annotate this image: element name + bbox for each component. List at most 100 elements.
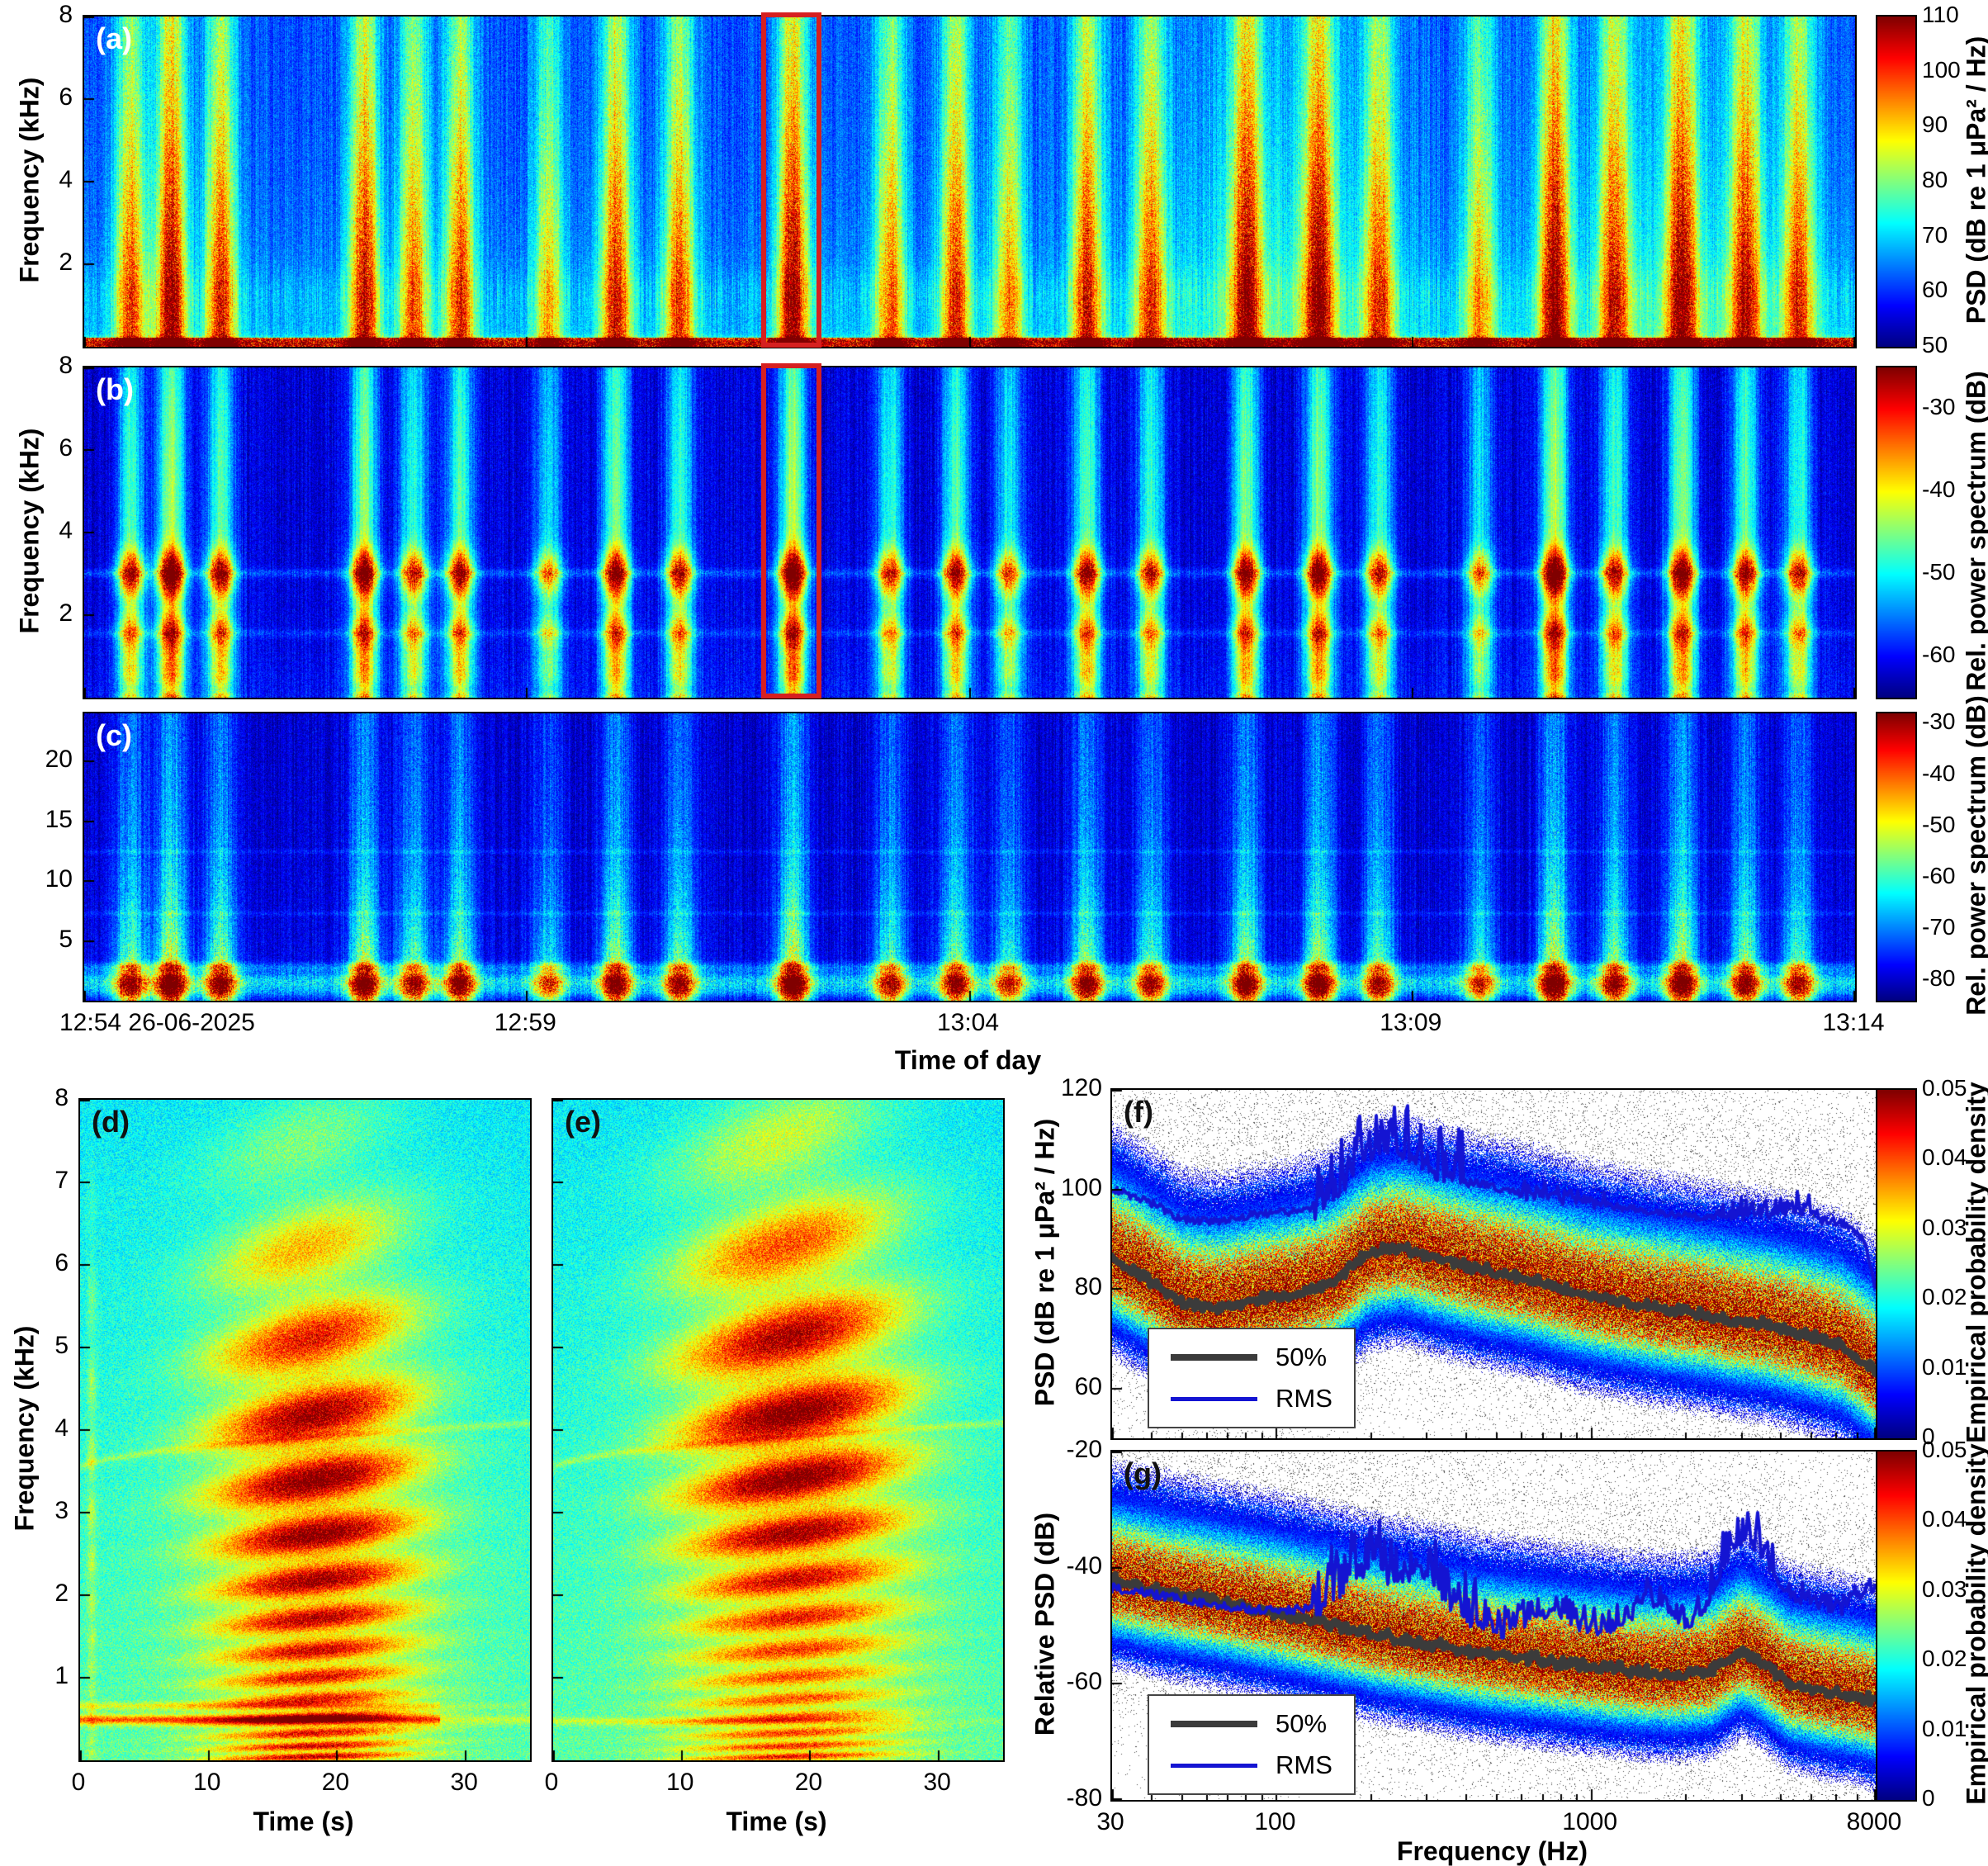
panel-label-d: (d): [92, 1105, 130, 1139]
colorbar-label-f: Empirical probability density: [1961, 1082, 1988, 1443]
y-axis-label-b: Frequency (kHz): [14, 428, 45, 634]
colorbar-tick-label: 110: [1922, 2, 1959, 27]
spectrogram-canvas-a: [83, 15, 1857, 348]
colorbar-label-g: Empirical probability density: [1961, 1443, 1988, 1805]
spectrogram-panel-b: (b): [83, 363, 1857, 699]
y-axis-label-f: PSD (dB re 1 μPa² / Hz): [1030, 1118, 1060, 1407]
panel-label-c: (c): [96, 718, 132, 752]
tick-label: 8: [59, 352, 73, 379]
tick-label: 10: [666, 1769, 694, 1796]
colorbar-tick-label: 0.03: [1922, 1214, 1967, 1240]
tick-label: 12:59: [494, 1009, 556, 1036]
colorbar-tick-label: 0.02: [1922, 1646, 1967, 1672]
tick-label: 100: [1060, 1173, 1102, 1201]
panel-label-a: (a): [96, 21, 132, 55]
highlight-box-b: [761, 363, 821, 699]
spectrogram-canvas-b: [83, 366, 1857, 699]
colorbar-tick-label: 60: [1922, 277, 1948, 303]
legend-label-rms: RMS: [1276, 1750, 1332, 1779]
colorbar-label-b: Rel. power spectrum (dB): [1961, 371, 1988, 691]
colorbar-canvas-b: [1876, 366, 1917, 699]
legend-label-median: 50%: [1276, 1709, 1328, 1738]
legend-entry-rms: RMS: [1171, 1750, 1332, 1780]
spectrogram-panel-c: (c): [83, 712, 1857, 1002]
x-axis-label-d: Time (s): [253, 1807, 354, 1836]
colorbar-tick-label: 0.01: [1922, 1715, 1967, 1741]
colorbar-canvas-f: [1876, 1088, 1917, 1440]
tick-label: 13:09: [1380, 1009, 1442, 1036]
tick-label: 100: [1254, 1808, 1296, 1835]
tick-label: 6: [59, 434, 73, 462]
spectrogram-canvas-d: [78, 1098, 532, 1762]
tick-label: 4: [59, 166, 73, 193]
x-axis-label-time-of-day: Time of day: [894, 1045, 1042, 1075]
tick-label: 80: [1074, 1273, 1102, 1301]
tick-label: 30: [450, 1769, 478, 1796]
colorbar-tick-label: 0.02: [1922, 1284, 1967, 1310]
colorbar-tick-label: -70: [1922, 914, 1956, 940]
median-line-sample: [1171, 1721, 1257, 1727]
tick-label: 1: [54, 1662, 69, 1689]
tick-label: -40: [1066, 1551, 1102, 1579]
spectrogram-panel-e: (e): [551, 1098, 1005, 1762]
tick-label: 8000: [1846, 1808, 1902, 1835]
tick-label: -60: [1066, 1668, 1102, 1696]
spectrogram-canvas-e: [551, 1098, 1005, 1762]
legend-label-median: 50%: [1276, 1343, 1328, 1371]
tick-label: 13:14: [1822, 1009, 1885, 1036]
colorbar-tick-label: -60: [1922, 642, 1956, 667]
legend-label-rms: RMS: [1276, 1384, 1332, 1413]
colorbar-tick-label: 50: [1922, 332, 1948, 358]
colorbar-tick-label: -30: [1922, 394, 1956, 419]
tick-label: 12:54 26-06-2025: [59, 1009, 255, 1036]
colorbar-tick-label: 70: [1922, 221, 1948, 248]
y-axis-label-a: Frequency (kHz): [14, 77, 45, 283]
colorbar-a: [1876, 15, 1917, 348]
spectrogram-panel-d: (d): [78, 1098, 532, 1762]
colorbar-b: [1876, 366, 1917, 699]
colorbar-tick-label: -40: [1922, 476, 1956, 502]
legend-entry-median: 50%: [1171, 1709, 1332, 1739]
rms-line-sample: [1171, 1763, 1257, 1768]
x-axis-label-g: Frequency (Hz): [1396, 1836, 1588, 1866]
y-axis-label-d: Frequency (kHz): [9, 1325, 40, 1532]
tick-label: 0: [71, 1769, 86, 1796]
tick-label: 120: [1060, 1074, 1102, 1101]
rms-line-sample: [1171, 1396, 1257, 1401]
y-axis-label-g: Relative PSD (dB): [1030, 1512, 1060, 1736]
tick-label: 1000: [1562, 1808, 1618, 1835]
tick-label: 20: [45, 746, 73, 773]
panel-label-e: (e): [565, 1105, 601, 1139]
tick-label: 20: [794, 1769, 823, 1796]
tick-label: 10: [45, 865, 73, 893]
legend: 50% RMS: [1148, 1328, 1356, 1428]
legend-entry-rms: RMS: [1171, 1384, 1332, 1414]
colorbar-tick-label: 0.04: [1922, 1144, 1967, 1171]
colorbar-tick-label: 90: [1922, 111, 1948, 138]
colorbar-tick-label: -80: [1922, 965, 1956, 992]
tick-label: 13:04: [936, 1009, 1000, 1036]
tick-label: 8: [54, 1084, 69, 1111]
tick-label: 4: [54, 1414, 69, 1442]
colorbar-tick-label: 0: [1922, 1423, 1935, 1449]
tick-label: 7: [54, 1167, 69, 1194]
colorbar-tick-label: -40: [1922, 760, 1956, 786]
tick-label: 60: [1074, 1372, 1102, 1400]
colorbar-tick-label: -50: [1922, 811, 1956, 837]
colorbar-tick-label: 0.05: [1922, 1075, 1967, 1101]
tick-label: 8: [59, 1, 73, 28]
median-line-sample: [1171, 1354, 1257, 1361]
tick-label: 15: [45, 805, 73, 833]
colorbar-canvas-g: [1876, 1450, 1917, 1802]
colorbar-tick-label: -50: [1922, 559, 1956, 585]
panel-label-g: (g): [1124, 1456, 1162, 1490]
x-axis-label-e: Time (s): [726, 1807, 827, 1836]
panel-label-b: (b): [96, 372, 134, 406]
colorbar-tick-label: 80: [1922, 167, 1948, 192]
colorbar-c: [1876, 712, 1917, 1002]
colorbar-tick-label: 0.04: [1922, 1506, 1967, 1532]
tick-label: 0: [544, 1769, 559, 1796]
probability-panel-g: (g) 50% RMS: [1110, 1450, 1877, 1802]
tick-label: 3: [54, 1497, 69, 1524]
